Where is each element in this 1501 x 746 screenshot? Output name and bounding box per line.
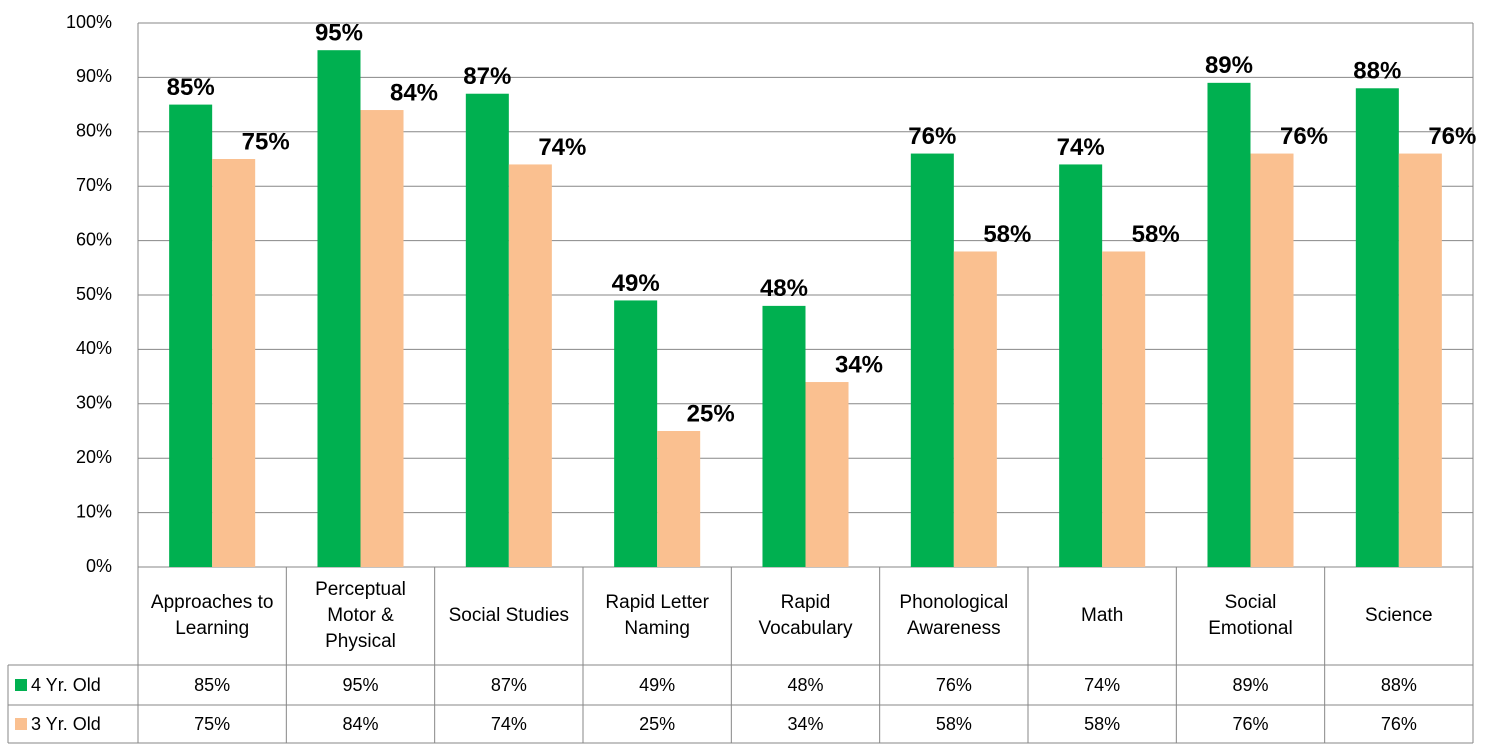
y-tick-label: 90% bbox=[76, 66, 112, 86]
bar bbox=[1250, 153, 1294, 567]
bar bbox=[953, 251, 997, 568]
bar bbox=[212, 159, 256, 567]
bar bbox=[169, 104, 213, 567]
table-cell: 75% bbox=[194, 714, 230, 734]
y-tick-label: 80% bbox=[76, 121, 112, 141]
bar bbox=[614, 300, 658, 567]
y-tick-label: 60% bbox=[76, 229, 112, 249]
table-cell: 25% bbox=[639, 714, 675, 734]
value-label: 89% bbox=[1205, 52, 1253, 79]
table-cell: 88% bbox=[1381, 675, 1417, 695]
bar bbox=[657, 431, 701, 567]
value-label: 76% bbox=[1280, 123, 1328, 150]
value-label: 58% bbox=[983, 221, 1031, 248]
value-label: 74% bbox=[1057, 134, 1105, 161]
value-label: 74% bbox=[538, 134, 586, 161]
table-cell: 58% bbox=[1084, 714, 1120, 734]
value-label: 48% bbox=[760, 275, 808, 302]
bar bbox=[508, 164, 552, 567]
y-tick-label: 40% bbox=[76, 338, 112, 358]
value-label: 25% bbox=[687, 400, 735, 427]
value-label: 75% bbox=[242, 128, 290, 155]
bar bbox=[1355, 88, 1399, 567]
table-cell: 34% bbox=[787, 714, 823, 734]
table-cell: 87% bbox=[491, 675, 527, 695]
x-tick-label: Rapid Letter Naming bbox=[605, 592, 709, 639]
table-cell: 49% bbox=[639, 675, 675, 695]
bar bbox=[1398, 153, 1442, 567]
x-tick-label: Phonological Awareness bbox=[899, 592, 1009, 639]
y-tick-label: 0% bbox=[86, 556, 112, 576]
table-cell: 58% bbox=[936, 714, 972, 734]
x-tick-label: Approaches to Learning bbox=[150, 592, 274, 639]
bar bbox=[910, 153, 954, 567]
table-cell: 76% bbox=[1232, 714, 1268, 734]
x-tick-label: Social Emotional bbox=[1208, 592, 1293, 639]
value-label: 87% bbox=[463, 63, 511, 90]
bar bbox=[317, 50, 361, 567]
table-cell: 85% bbox=[194, 675, 230, 695]
table-cell: 48% bbox=[787, 675, 823, 695]
bar bbox=[1059, 164, 1103, 567]
x-tick-label: Perceptual Motor & Physical bbox=[315, 579, 406, 652]
bar bbox=[1207, 82, 1251, 567]
bar bbox=[805, 382, 849, 567]
legend-swatch bbox=[15, 718, 27, 730]
value-label: 88% bbox=[1353, 58, 1401, 85]
bar bbox=[360, 110, 404, 567]
y-tick-label: 30% bbox=[76, 393, 112, 413]
legend-label: 3 Yr. Old bbox=[31, 714, 101, 734]
table-cell: 95% bbox=[342, 675, 378, 695]
value-label: 95% bbox=[315, 20, 363, 47]
table-cell: 74% bbox=[1084, 675, 1120, 695]
table-cell: 84% bbox=[342, 714, 378, 734]
value-label: 34% bbox=[835, 351, 883, 378]
x-tick-label: Rapid Vocabulary bbox=[758, 592, 853, 639]
y-tick-label: 20% bbox=[76, 447, 112, 467]
y-tick-label: 100% bbox=[66, 12, 112, 32]
table-cell: 76% bbox=[1381, 714, 1417, 734]
bar bbox=[762, 305, 806, 567]
bar bbox=[465, 93, 509, 567]
legend-label: 4 Yr. Old bbox=[31, 675, 101, 695]
table-cell: 74% bbox=[491, 714, 527, 734]
value-label: 49% bbox=[612, 270, 660, 297]
y-tick-label: 50% bbox=[76, 284, 112, 304]
value-label: 58% bbox=[1132, 221, 1180, 248]
x-tick-label: Social Studies bbox=[448, 605, 570, 626]
table-cell: 76% bbox=[936, 675, 972, 695]
y-tick-label: 10% bbox=[76, 501, 112, 521]
y-tick-label: 70% bbox=[76, 175, 112, 195]
bar bbox=[1102, 251, 1146, 568]
value-label: 85% bbox=[167, 74, 215, 101]
table-cell: 89% bbox=[1232, 675, 1268, 695]
value-label: 76% bbox=[1428, 123, 1476, 150]
value-label: 76% bbox=[908, 123, 956, 150]
value-label: 84% bbox=[390, 79, 438, 106]
x-tick-label: Science bbox=[1365, 605, 1433, 626]
legend-swatch bbox=[15, 679, 27, 691]
x-tick-label: Math bbox=[1081, 605, 1124, 626]
